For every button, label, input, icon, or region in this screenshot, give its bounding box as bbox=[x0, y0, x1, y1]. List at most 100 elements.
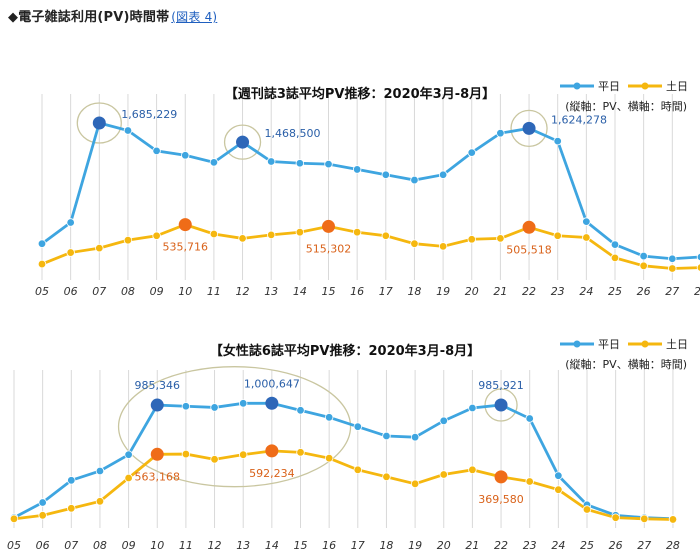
data-point bbox=[38, 498, 47, 507]
data-point bbox=[66, 248, 75, 257]
data-point bbox=[267, 230, 276, 240]
data-point bbox=[496, 128, 505, 138]
highlight-circle bbox=[76, 102, 122, 144]
x-tick-label: 17 bbox=[351, 539, 365, 552]
x-tick-label: 15 bbox=[294, 539, 308, 552]
data-point bbox=[639, 261, 648, 271]
data-point bbox=[611, 513, 620, 522]
data-point bbox=[152, 146, 161, 156]
weekday-peak-label: 985,921 bbox=[478, 379, 524, 392]
weekday-peak-label: 1,624,278 bbox=[551, 113, 607, 126]
highlight-point bbox=[522, 121, 536, 135]
x-tick-label: 25 bbox=[580, 539, 594, 552]
data-point bbox=[410, 432, 420, 442]
data-point bbox=[210, 455, 219, 464]
x-tick-label: 12 bbox=[236, 285, 250, 298]
data-point bbox=[67, 476, 76, 485]
data-point bbox=[181, 151, 190, 160]
highlight-point bbox=[178, 218, 192, 232]
data-point bbox=[296, 448, 305, 457]
figure-ref-link[interactable]: (図表 4) bbox=[171, 10, 218, 24]
x-tick-label: 22 bbox=[522, 285, 536, 298]
data-point bbox=[696, 252, 700, 262]
data-point bbox=[67, 504, 76, 513]
series-weekend bbox=[37, 218, 700, 273]
x-axis: 05 06 07 08 09 10 11 12 13 14 15 16 17 18 19 20 21 22 23 24… bbox=[35, 285, 700, 298]
x-tick-label: 16 bbox=[322, 539, 336, 552]
data-point bbox=[324, 453, 334, 463]
data-point bbox=[554, 471, 563, 480]
x-tick-label: 28 bbox=[666, 539, 680, 552]
chart-2: 【女性誌6誌平均PV推移：2020年3月-8月】 平日 土日 (縦軸：PV、横軸：時間… bbox=[7, 338, 688, 552]
x-tick-label: 15 bbox=[322, 285, 336, 298]
x-tick-label: 19 bbox=[408, 539, 422, 552]
x-tick-label: 14 bbox=[293, 285, 307, 298]
series-line-weekend bbox=[41, 223, 700, 270]
data-point bbox=[468, 465, 477, 475]
data-point bbox=[468, 403, 477, 413]
data-point bbox=[123, 235, 133, 245]
x-axis: 05 06 07 08 09 10 11 12 13 14 15 16 17 18 19 20 21 22 23 24… bbox=[7, 539, 680, 552]
x-tick-label: 23 bbox=[523, 539, 537, 552]
data-point bbox=[324, 413, 334, 422]
x-tick-label: 24 bbox=[579, 285, 593, 298]
data-point bbox=[95, 497, 105, 506]
highlight-circle bbox=[510, 109, 548, 148]
axis-note: (縦軸：PV、横軸：時間) bbox=[565, 99, 687, 113]
data-point bbox=[238, 234, 247, 243]
data-point bbox=[410, 175, 419, 185]
data-point bbox=[352, 165, 362, 174]
data-point bbox=[467, 235, 476, 244]
x-tick-label: 26 bbox=[637, 285, 651, 298]
data-point bbox=[439, 416, 448, 426]
x-tick-label: 22 bbox=[494, 539, 508, 552]
legend-weekend-label: 土日 bbox=[666, 80, 688, 93]
chart-title: 【週刊誌3誌平均PV推移：2020年3月-8月】 bbox=[225, 86, 495, 102]
x-tick-label: 06 bbox=[64, 285, 78, 298]
series-weekend bbox=[9, 444, 678, 524]
data-point bbox=[324, 159, 333, 169]
data-point bbox=[296, 406, 305, 415]
series-line-weekend bbox=[13, 449, 673, 521]
x-tick-label: 12 bbox=[208, 539, 222, 552]
legend-weekend-label: 土日 bbox=[666, 338, 688, 351]
weekday-peak-label: 1,685,229 bbox=[121, 108, 177, 121]
data-point bbox=[410, 239, 419, 248]
data-point bbox=[238, 399, 248, 408]
grid bbox=[13, 370, 674, 528]
data-point bbox=[554, 485, 563, 494]
series-weekday bbox=[37, 116, 700, 263]
data-point bbox=[640, 514, 649, 524]
x-tick-label: 19 bbox=[436, 285, 450, 298]
data-point bbox=[639, 251, 648, 261]
weekend-peak-label: 369,580 bbox=[478, 493, 524, 506]
legend: 平日 土日 (縦軸：PV、横軸：時間) bbox=[560, 338, 688, 371]
weekday-peak-label: 1,468,500 bbox=[265, 127, 321, 140]
weekend-peak-label: 515,302 bbox=[306, 242, 352, 255]
data-point bbox=[95, 243, 104, 253]
x-tick-label: 13 bbox=[236, 539, 250, 552]
page-title-text: ◆電子雑誌利用(PV)時間帯 bbox=[8, 10, 170, 25]
data-point bbox=[610, 253, 620, 263]
legend-weekday-marker bbox=[573, 340, 581, 348]
x-tick-label: 28 bbox=[694, 285, 700, 298]
x-tick-label: 18 bbox=[379, 539, 393, 552]
weekday-peak-label: 985,346 bbox=[135, 379, 181, 392]
x-tick-label: 06 bbox=[36, 539, 50, 552]
data-point bbox=[95, 466, 105, 476]
data-point bbox=[38, 511, 47, 520]
axis-note: (縦軸：PV、横軸：時間) bbox=[565, 357, 687, 371]
legend-weekend-marker bbox=[641, 82, 649, 90]
x-tick-label: 08 bbox=[93, 539, 107, 552]
data-point bbox=[152, 231, 161, 240]
data-point bbox=[696, 263, 700, 272]
x-tick-label: 16 bbox=[350, 285, 364, 298]
data-point bbox=[553, 231, 562, 240]
series-line-weekday bbox=[13, 401, 674, 521]
x-tick-label: 05 bbox=[7, 539, 21, 552]
x-tick-label: 08 bbox=[121, 285, 135, 298]
highlight-circle bbox=[223, 124, 262, 160]
x-tick-label: 18 bbox=[407, 285, 421, 298]
x-tick-label: 24 bbox=[551, 539, 565, 552]
